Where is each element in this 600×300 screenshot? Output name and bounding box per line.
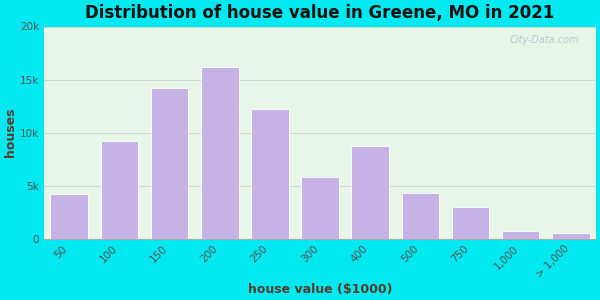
Bar xyxy=(151,88,188,239)
Bar xyxy=(401,193,439,239)
Y-axis label: houses: houses xyxy=(4,108,17,158)
Bar xyxy=(452,207,489,239)
Bar xyxy=(301,177,339,239)
Bar xyxy=(352,146,389,239)
Bar xyxy=(201,67,239,239)
Text: City-Data.com: City-Data.com xyxy=(509,35,579,45)
Title: Distribution of house value in Greene, MO in 2021: Distribution of house value in Greene, M… xyxy=(85,4,554,22)
X-axis label: house value ($1000): house value ($1000) xyxy=(248,283,392,296)
Bar xyxy=(50,194,88,239)
Bar xyxy=(502,231,539,239)
Bar xyxy=(101,141,138,239)
Bar xyxy=(552,233,590,239)
Bar xyxy=(251,109,289,239)
